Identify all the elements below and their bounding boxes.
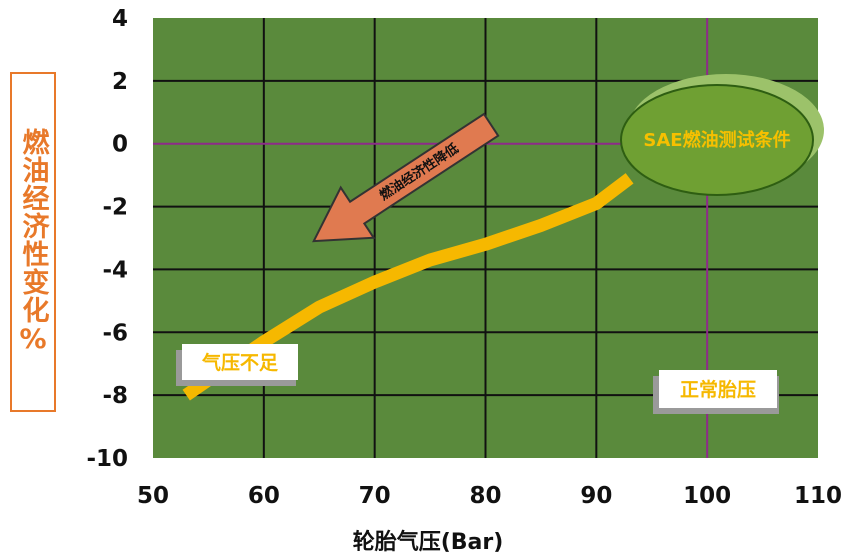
x-tick-label: 70 bbox=[359, 483, 391, 509]
y-tick-label: 4 bbox=[112, 6, 128, 32]
x-tick-label: 50 bbox=[137, 483, 169, 509]
y-axis-label-box: 燃油经济性变化% bbox=[10, 72, 56, 412]
y-tick-label: -6 bbox=[102, 320, 128, 346]
ellipse-label: SAE燃油测试条件 bbox=[643, 129, 790, 151]
tick-labels: 50 60 70 80 90 100 110 4 2 0 -2 -4 -6 -8 -10 bbox=[86, 6, 842, 509]
sae-test-condition-ellipse: SAE燃油测试条件 bbox=[620, 74, 824, 196]
x-tick-label: 100 bbox=[683, 483, 731, 509]
y-tick-label: -10 bbox=[86, 446, 128, 472]
normal-pressure-label: 正常胎压 bbox=[653, 370, 779, 414]
low-pressure-label: 气压不足 bbox=[176, 344, 298, 386]
y-tick-label: 2 bbox=[112, 69, 128, 95]
ellipse-main bbox=[620, 84, 814, 196]
arrow-shape bbox=[312, 112, 500, 243]
y-tick-label: -4 bbox=[102, 257, 128, 283]
y-axis-label: 燃油经济性变化% bbox=[17, 128, 49, 356]
x-tick-label: 80 bbox=[469, 483, 501, 509]
y-tick-label: 0 bbox=[112, 132, 128, 158]
low-pressure-text: 气压不足 bbox=[201, 351, 279, 374]
normal-pressure-text: 正常胎压 bbox=[680, 378, 756, 401]
y-tick-label: -8 bbox=[102, 383, 128, 409]
x-tick-label: 60 bbox=[248, 483, 280, 509]
y-tick-label: -2 bbox=[102, 195, 128, 221]
x-axis-label: 轮胎气压(Bar) bbox=[352, 530, 504, 555]
normal-pressure-label-box bbox=[659, 370, 777, 408]
series-line bbox=[182, 173, 634, 401]
low-pressure-label-box bbox=[182, 344, 298, 380]
x-tick-label: 110 bbox=[794, 483, 842, 509]
x-tick-label: 90 bbox=[580, 483, 612, 509]
